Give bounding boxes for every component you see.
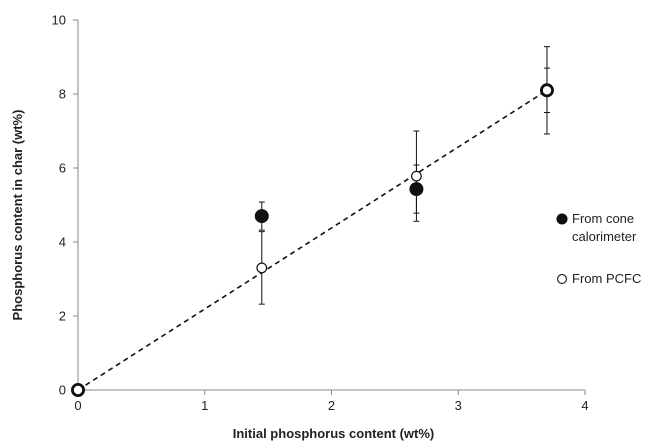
point-1-0 bbox=[72, 384, 84, 396]
trendline bbox=[77, 89, 548, 391]
x-axis-title: Initial phosphorus content (wt%) bbox=[233, 426, 435, 441]
error-bars bbox=[258, 46, 550, 305]
y-axis-title: Phosphorus content in char (wt%) bbox=[10, 110, 25, 321]
y-tick-label-3: 6 bbox=[59, 161, 66, 176]
tick-labels: 0 1 2 3 4 0 2 4 6 8 10 bbox=[52, 13, 589, 414]
legend-label-1-0: From PCFC bbox=[572, 271, 641, 286]
legend-entry-1: From PCFC bbox=[557, 271, 641, 286]
point-0-2 bbox=[409, 182, 424, 197]
x-tick-label-4: 4 bbox=[581, 398, 588, 413]
legend-label-0-1: calorimeter bbox=[572, 229, 637, 244]
ticks bbox=[73, 19, 586, 395]
y-tick-label-5: 10 bbox=[52, 13, 66, 28]
y-tick-label-1: 2 bbox=[59, 309, 66, 324]
x-tick-label-0: 0 bbox=[74, 398, 81, 413]
x-tick-label-1: 1 bbox=[201, 398, 208, 413]
axes bbox=[77, 20, 585, 391]
legend: From cone calorimeter From PCFC bbox=[556, 211, 641, 286]
data-points bbox=[71, 83, 554, 397]
y-tick-label-2: 4 bbox=[59, 235, 66, 250]
x-tick-label-2: 2 bbox=[328, 398, 335, 413]
legend-label-0-0: From cone bbox=[572, 211, 634, 226]
legend-marker-0 bbox=[556, 213, 568, 225]
x-tick-label-3: 3 bbox=[455, 398, 462, 413]
point-1-1 bbox=[256, 262, 268, 274]
point-1-2 bbox=[411, 170, 422, 182]
legend-marker-1 bbox=[557, 274, 567, 284]
y-tick-label-4: 8 bbox=[59, 87, 66, 102]
y-tick-label-0: 0 bbox=[59, 383, 66, 398]
legend-entry-0: From cone calorimeter bbox=[556, 211, 637, 244]
point-0-1 bbox=[254, 209, 269, 224]
point-1-3 bbox=[541, 84, 553, 96]
